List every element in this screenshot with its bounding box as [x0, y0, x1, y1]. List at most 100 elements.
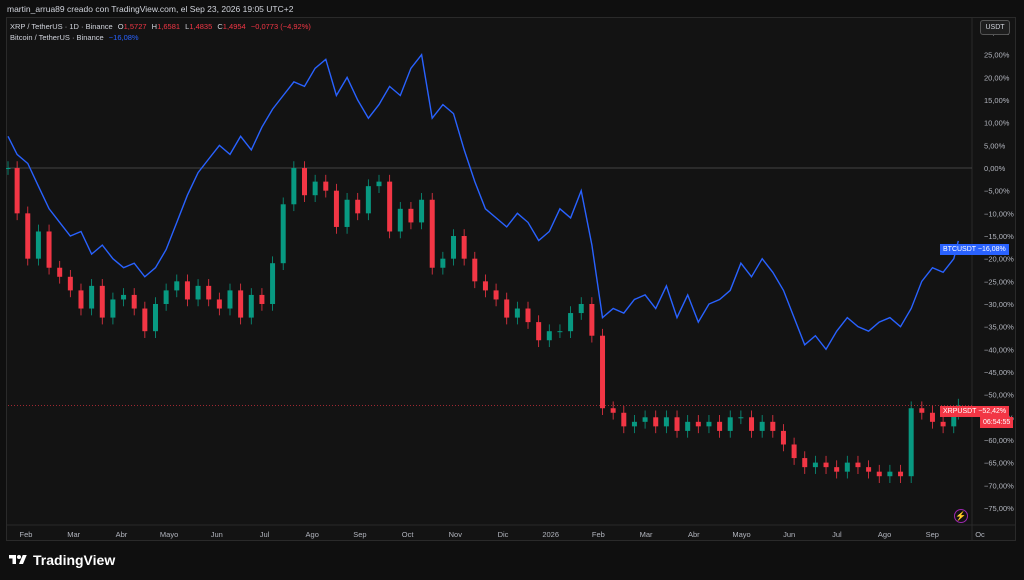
x-tick-label: Abr [688, 530, 700, 539]
xrp-candle [600, 335, 606, 409]
price-change: −0,0773 (−4,92%) [250, 22, 311, 31]
xrp-candle [142, 308, 148, 332]
xrp-candle [216, 299, 222, 309]
lightning-icon[interactable]: ⚡ [954, 509, 968, 523]
xrp-label-value: −52,42% [978, 408, 1007, 415]
xrp-candle [280, 204, 286, 264]
high-value: 1,6581 [157, 22, 181, 31]
open-value: 1,5727 [123, 22, 147, 31]
xrp-candle [312, 181, 318, 196]
xrp-candle [248, 294, 254, 318]
close-value: 1,4954 [222, 22, 246, 31]
btc-last-price-label: BTCUSDT −16,08% [940, 244, 1009, 255]
xrp-candle [57, 267, 63, 277]
xrp-candle [866, 467, 872, 472]
y-tick-label: 20,00% [984, 73, 1010, 82]
xrp-candle [365, 186, 371, 214]
y-tick-label: −25,00% [984, 277, 1014, 286]
bar-countdown: 06:54:55 [980, 417, 1014, 428]
x-tick-label: 2026 [542, 530, 559, 539]
chart-plot[interactable]: 30,00%25,00%20,00%15,00%10,00%5,00%0,00%… [6, 17, 1016, 541]
x-tick-label: Mar [640, 530, 653, 539]
close-label: C [217, 22, 223, 31]
xrp-candle [6, 168, 11, 170]
xrp-candle [195, 285, 201, 300]
xrp-candle [238, 290, 244, 318]
xrp-candle [504, 299, 510, 318]
xrp-candle [174, 281, 180, 291]
x-tick-label: Mar [67, 530, 80, 539]
x-tick-label: Nov [449, 530, 463, 539]
xrp-label-symbol: XRPUSDT [943, 408, 977, 415]
xrp-candle [834, 467, 840, 472]
xrp-candle [461, 236, 467, 259]
xrp-candle [557, 331, 563, 333]
legend-row-primary: XRP / TetherUS · 1D · Binance O1,5727 H1… [10, 21, 311, 32]
xrp-candle [812, 462, 818, 468]
xrp-candle [301, 168, 307, 196]
xrp-candle [440, 258, 446, 268]
xrp-candle [14, 168, 20, 214]
x-tick-label: Jun [783, 530, 795, 539]
xrp-candle [270, 263, 276, 304]
xrp-candle [674, 417, 680, 431]
xrp-candle [706, 421, 712, 427]
xrp-candle [493, 290, 499, 300]
y-tick-label: −60,00% [984, 436, 1014, 445]
xrp-candle [663, 417, 669, 427]
xrp-candle [823, 462, 829, 468]
xrp-candle [887, 471, 893, 477]
legend-symbol-primary[interactable]: XRP / TetherUS · 1D · Binance [10, 22, 113, 31]
y-tick-label: 0,00% [984, 164, 1006, 173]
xrp-candle [876, 471, 882, 477]
footer-branding: TradingView [8, 552, 115, 568]
xrp-candle [472, 258, 478, 282]
xrp-candle [429, 199, 435, 268]
y-tick-label: −70,00% [984, 481, 1014, 490]
xrp-candle [717, 421, 723, 431]
xrp-candle [387, 181, 393, 232]
chart-frame[interactable] [6, 17, 1016, 541]
y-tick-label: −40,00% [984, 345, 1014, 354]
y-tick-label: −75,00% [984, 504, 1014, 513]
xrp-candle [344, 199, 350, 227]
high-label: H [151, 22, 158, 31]
y-tick-label: −20,00% [984, 255, 1014, 264]
xrp-candle [546, 331, 552, 341]
open-label: O [117, 22, 124, 31]
xrp-candle [578, 303, 584, 314]
tradingview-brand: TradingView [33, 552, 116, 568]
xrp-candle [110, 299, 116, 318]
xrp-candle [727, 417, 733, 431]
y-tick-label: −5,00% [984, 187, 1010, 196]
xrp-candle [791, 444, 797, 459]
legend-symbol-compare[interactable]: Bitcoin / TetherUS · Binance [10, 33, 104, 42]
xrp-candle [780, 430, 786, 445]
low-value: 1,4835 [189, 22, 213, 31]
xrp-candle [759, 421, 765, 431]
y-tick-label: −10,00% [984, 209, 1014, 218]
currency-button[interactable]: USDT [980, 20, 1010, 35]
xrp-candle [482, 281, 488, 291]
x-tick-label: Oct [402, 530, 415, 539]
x-tick-label: Mayo [160, 530, 178, 539]
xrp-candle [152, 303, 158, 332]
xrp-candle [291, 168, 297, 205]
xrp-candle [844, 462, 850, 472]
xrp-candle [919, 408, 925, 413]
xrp-candle [685, 421, 691, 431]
btc-series-line [7, 53, 959, 351]
xrp-candle [536, 322, 542, 341]
xrp-candle [695, 421, 701, 427]
xrp-candle [131, 294, 137, 309]
xrp-candle [631, 421, 637, 427]
x-tick-label: Feb [592, 530, 605, 539]
tradingview-logo-icon [9, 555, 27, 564]
x-tick-label: Sep [353, 530, 366, 539]
xrp-candle [397, 208, 403, 232]
y-tick-label: −50,00% [984, 391, 1014, 400]
x-tick-label: Mayo [732, 530, 750, 539]
xrp-candle [568, 313, 574, 332]
xrp-candle [749, 417, 755, 431]
xrp-candle [419, 199, 425, 223]
